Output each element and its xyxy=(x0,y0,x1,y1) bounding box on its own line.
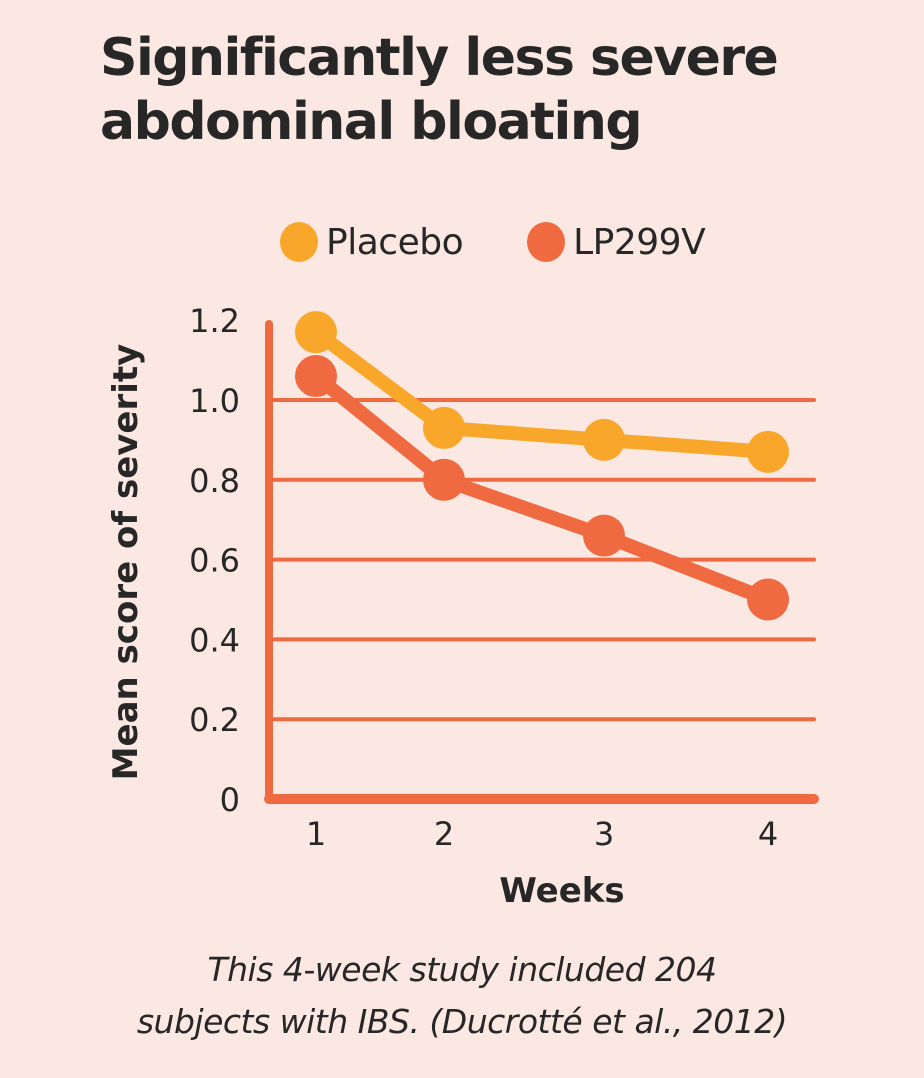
data-point-placebo xyxy=(423,406,465,449)
data-point-lp299v xyxy=(295,355,337,398)
data-point-lp299v xyxy=(747,578,789,621)
data-point-lp299v xyxy=(423,458,465,501)
series-lp299v xyxy=(295,355,789,621)
legend-label-lp299v: LP299V xyxy=(573,221,706,263)
caption-line-1: This 4-week study included 204 xyxy=(207,950,717,989)
data-point-placebo xyxy=(583,418,625,461)
y-tick-labels: 0 0.2 0.4 0.6 0.8 1.0 1.2 xyxy=(189,302,240,819)
y-tick-label: 0 xyxy=(220,781,240,819)
series-line-placebo xyxy=(309,325,775,459)
x-tick-label: 3 xyxy=(594,815,614,853)
series-placebo xyxy=(295,311,789,473)
y-tick-label: 1.2 xyxy=(189,302,240,340)
x-tick-labels: 1 2 3 4 xyxy=(306,815,778,853)
x-tick-label: 4 xyxy=(758,815,778,853)
y-tick-label: 0.8 xyxy=(189,462,240,500)
legend: Placebo LP299V xyxy=(280,218,769,266)
y-tick-label: 1.0 xyxy=(189,382,240,420)
legend-marker-placebo xyxy=(280,222,318,262)
axes xyxy=(264,320,819,804)
legend-label-placebo: Placebo xyxy=(326,221,464,263)
line-chart: 0 0.2 0.4 0.6 0.8 1.0 1.2 1 2 3 4 Mean score of s… xyxy=(106,302,819,911)
caption-line-2: subjects with IBS. (Ducrotté et al., 201… xyxy=(136,1002,788,1041)
y-axis-label: Mean score of severity xyxy=(106,344,146,781)
data-point-lp299v xyxy=(583,514,625,557)
chart-title: Significantly less severe abdominal bloa… xyxy=(100,28,779,152)
caption: This 4-week study included 204 subjects … xyxy=(0,944,924,1048)
y-tick-label: 0.2 xyxy=(189,701,240,739)
data-point-placebo xyxy=(295,311,337,354)
legend-item-placebo: Placebo xyxy=(280,221,464,263)
data-point-placebo xyxy=(747,430,789,473)
y-tick-label: 0.6 xyxy=(189,542,240,580)
series-line-lp299v xyxy=(309,369,775,607)
legend-marker-lp299v xyxy=(527,222,566,262)
series-group xyxy=(295,311,789,621)
y-tick-label: 0.4 xyxy=(189,621,240,659)
x-axis-label: Weeks xyxy=(499,871,624,911)
gridlines xyxy=(267,398,816,722)
x-tick-label: 2 xyxy=(434,815,454,853)
legend-item-lp299v: LP299V xyxy=(527,221,706,263)
x-tick-label: 1 xyxy=(306,815,326,853)
